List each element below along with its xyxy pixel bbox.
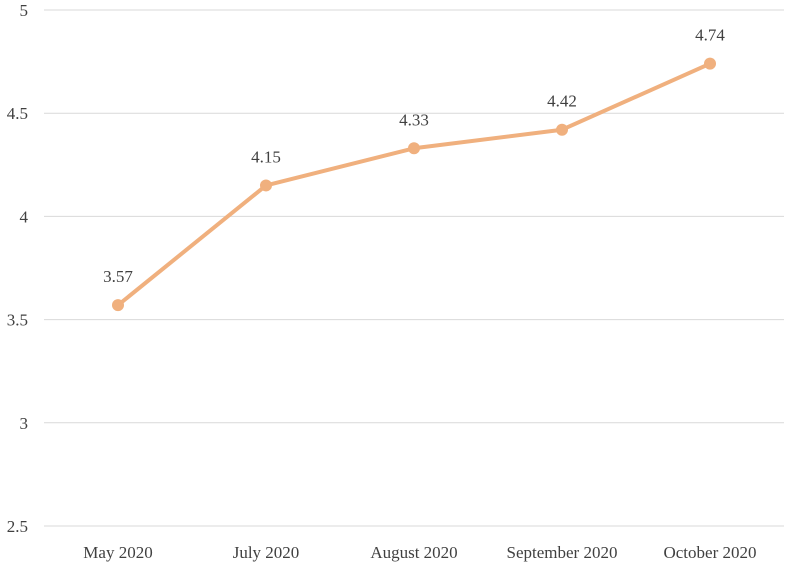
series-line-group — [112, 57, 716, 312]
data-point — [112, 299, 124, 312]
y-tick-label: 3.5 — [7, 311, 28, 330]
y-tick-label: 5 — [20, 1, 29, 20]
data-point — [704, 57, 716, 70]
x-tick-label: September 2020 — [507, 543, 618, 562]
y-tick-label: 3 — [20, 414, 29, 433]
x-axis: May 2020 July 2020 August 2020 September 20… — [83, 543, 756, 562]
data-point — [260, 179, 272, 192]
y-tick-label: 4.5 — [7, 104, 28, 123]
y-tick-label: 2.5 — [7, 517, 28, 536]
data-label: 4.15 — [251, 147, 281, 166]
x-tick-label: October 2020 — [663, 543, 756, 562]
gridlines — [44, 9, 784, 527]
data-label: 4.33 — [399, 110, 429, 129]
y-tick-label: 4 — [20, 207, 29, 226]
data-point — [408, 142, 420, 155]
data-label: 4.74 — [695, 26, 725, 45]
x-tick-label: May 2020 — [83, 543, 152, 562]
y-axis: 2.5 3 3.5 4 4.5 5 — [7, 1, 29, 536]
data-label: 3.57 — [103, 267, 133, 286]
series-line — [116, 61, 712, 308]
data-labels: 3.57 4.15 4.33 4.42 4.74 — [103, 26, 725, 286]
data-point — [556, 123, 568, 136]
x-tick-label: July 2020 — [233, 543, 300, 562]
x-tick-label: August 2020 — [370, 543, 457, 562]
data-label: 4.42 — [547, 92, 577, 111]
